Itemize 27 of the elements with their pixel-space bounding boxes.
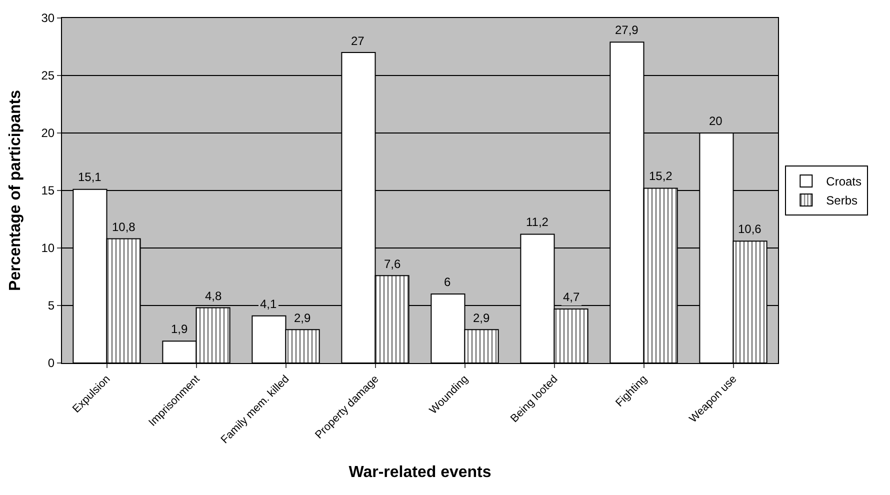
data-label: 4,7 [563,290,580,304]
y-tick-label: 25 [41,68,55,83]
x-axis-title: War-related events [348,464,492,481]
y-tick-label: 0 [48,356,55,370]
y-tick-label: 20 [41,126,55,140]
data-label: 1,9 [171,322,188,336]
legend-label: Croats [826,174,862,189]
data-label: 11,2 [526,215,549,229]
y-tick-label: 30 [41,11,55,26]
data-label: 4,1 [260,297,278,311]
data-label: 27,9 [615,23,639,37]
data-label: 2,9 [473,311,490,325]
data-label: 27 [351,34,365,48]
data-label: 7,6 [384,257,402,271]
data-label: 6 [444,275,451,289]
data-label: 10,6 [738,222,762,236]
data-label: 4,8 [205,289,222,303]
y-axis-title: Percentage of participants [7,90,24,291]
y-tick-label: 5 [48,298,55,313]
data-label: 15,1 [78,170,102,184]
y-tick-label: 10 [41,241,55,256]
data-label: 2,9 [294,311,312,325]
y-tick-label: 15 [41,184,55,198]
data-label: 15,2 [649,169,673,183]
data-label: 10,8 [112,220,136,234]
data-label: 20 [709,114,723,128]
text: Serbs [826,194,858,208]
